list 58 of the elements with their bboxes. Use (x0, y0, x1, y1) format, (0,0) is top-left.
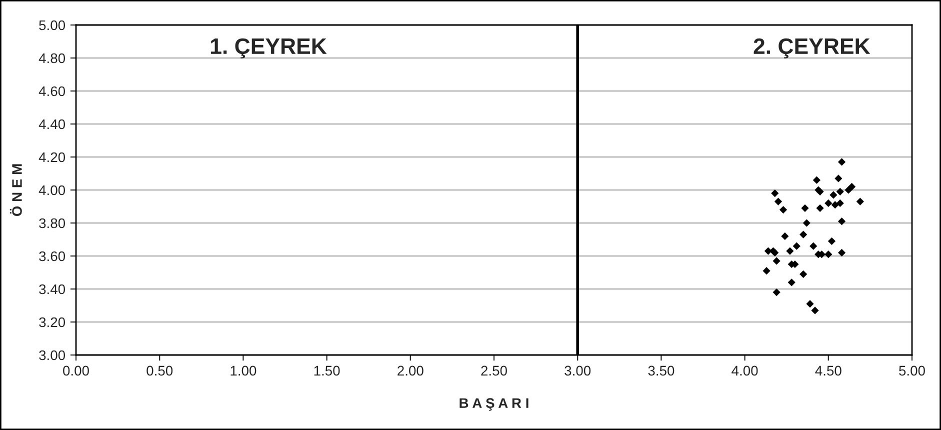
y-tick-label: 3.60 (39, 251, 66, 262)
point (816, 204, 824, 212)
y-tick-label: 4.40 (38, 119, 66, 130)
y-tick-label: 4.80 (38, 53, 66, 64)
point (781, 232, 789, 240)
point (848, 182, 856, 191)
point (824, 199, 832, 208)
x-tick-label: 4.50 (815, 366, 842, 376)
point (836, 199, 844, 208)
point (802, 219, 810, 227)
point (772, 257, 780, 265)
point (806, 300, 814, 308)
x-tick-label: 2.00 (398, 366, 424, 376)
point (762, 267, 770, 275)
point (830, 191, 838, 199)
annotation: 2. ÇEYREK (754, 38, 870, 58)
y-tick-label: 3.20 (39, 317, 66, 328)
point (779, 206, 788, 214)
point (801, 204, 809, 212)
point (831, 201, 839, 209)
x-tick-label: 3.00 (564, 366, 591, 376)
y-tick-label: 4.00 (38, 185, 66, 196)
y-tick-label: 3.00 (39, 350, 66, 360)
x-tick-label: 3.50 (648, 366, 674, 376)
point (772, 288, 780, 296)
point (800, 230, 808, 238)
annotation: 1. ÇEYREK (211, 38, 327, 58)
point (838, 218, 846, 226)
x-tick-label: 0.50 (146, 366, 173, 376)
point (838, 248, 846, 257)
point (812, 176, 820, 184)
x-tick-label: 5.00 (899, 366, 925, 376)
x-axis-title: B A Ş A R I (460, 398, 528, 411)
point (856, 198, 864, 206)
point (786, 247, 794, 255)
y-axis-title: Ö N E M (10, 164, 22, 216)
y-tick-label: 4.60 (38, 86, 66, 96)
point (828, 237, 836, 245)
point (774, 198, 782, 206)
point (810, 242, 818, 250)
y-tick-label: 4.20 (38, 152, 66, 162)
point (834, 174, 842, 182)
point (811, 306, 819, 314)
point (771, 189, 779, 198)
point (838, 158, 846, 166)
point (792, 242, 800, 250)
x-tick-label: 0.00 (63, 366, 89, 376)
y-tick-label: 5.00 (39, 20, 66, 30)
x-tick-label: 2.50 (481, 366, 507, 376)
x-tick-label: 1.50 (314, 366, 340, 376)
x-tick-label: 1.00 (230, 366, 256, 376)
point (788, 278, 796, 286)
x-tick-label: 4.00 (732, 366, 758, 376)
y-tick-label: 3.80 (39, 218, 66, 228)
y-tick-label: 3.40 (39, 284, 66, 294)
point (836, 188, 844, 196)
point (800, 270, 808, 278)
point (824, 250, 832, 258)
